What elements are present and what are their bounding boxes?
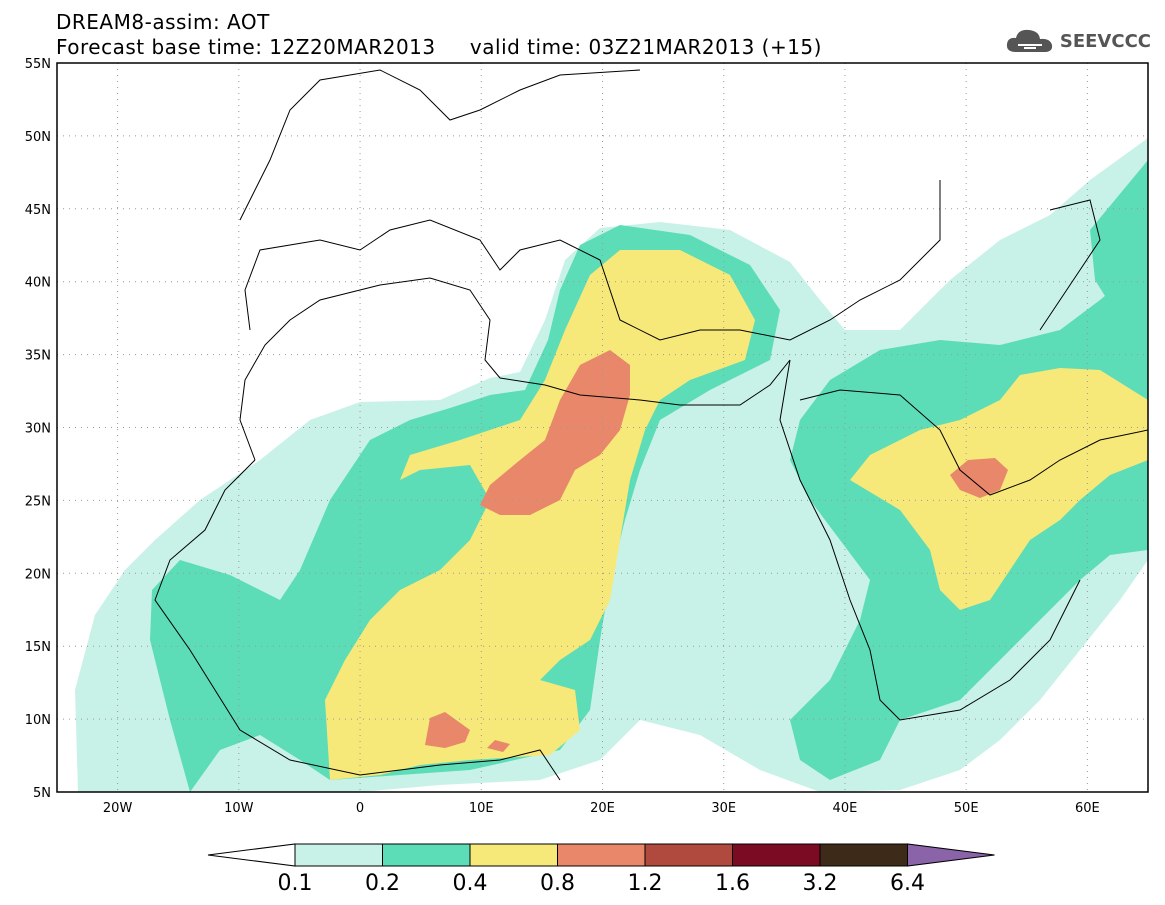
colorbar-label: 6.4 <box>890 871 925 896</box>
colorbar-label: 0.8 <box>540 871 575 896</box>
colorbar-label: 1.2 <box>628 871 663 896</box>
coastline-caspian <box>1039 199 1101 331</box>
lat-tick-label: 35N <box>25 349 51 364</box>
aot-field-0.4-africa <box>325 250 755 780</box>
lat-tick-label: 10N <box>25 713 51 728</box>
cloud-icon <box>1006 29 1052 52</box>
aot-field-0.8-sahara <box>480 350 630 515</box>
lat-tick-label: 50N <box>25 130 51 145</box>
colorbar-label: 0.2 <box>365 871 400 896</box>
colorbar-label: 3.2 <box>803 871 838 896</box>
lon-tick-label: 10W <box>224 801 254 816</box>
colorbar-segment <box>732 843 821 867</box>
lat-tick-label: 15N <box>25 640 51 655</box>
colorbar: 0.1 0.2 0.4 0.8 1.2 1.6 3.2 6.4 <box>207 843 995 896</box>
logo-text: SEEVCCC <box>1059 30 1151 52</box>
coastline-gulf-of-guinea <box>154 459 561 781</box>
lat-tick-label: 5N <box>33 786 51 801</box>
colorbar-upper-triangle <box>907 843 995 867</box>
lon-tick-label: 50E <box>954 801 979 816</box>
coastline-arabia <box>799 389 1148 496</box>
colorbar-label: 0.4 <box>453 871 488 896</box>
colorbar-segment <box>469 843 558 867</box>
coastlines <box>154 69 1148 781</box>
colorbar-label: 0.1 <box>278 871 313 896</box>
lat-tick-label: 25N <box>25 494 51 509</box>
aot-field-0.8-cameroon <box>487 740 510 752</box>
coastline-west-africa <box>239 277 791 461</box>
lon-tick-label: 60E <box>1075 801 1100 816</box>
lat-tick-label: 20N <box>25 567 51 582</box>
axis-tick-labels: 20W 10W 0 10E 20E 30E 40E 50E 60E 5N 10N 15N 20N 25N 3… <box>25 57 1100 816</box>
map-frame <box>56 62 1149 793</box>
lon-tick-label: 20W <box>103 801 133 816</box>
colorbar-segment <box>382 843 471 867</box>
seevccc-logo: SEEVCCC <box>1004 26 1151 56</box>
coastline-red-sea <box>779 359 1081 721</box>
lat-tick-label: 55N <box>25 57 51 72</box>
colorbar-label: 1.6 <box>715 871 750 896</box>
lon-tick-label: 30E <box>711 801 736 816</box>
lat-tick-label: 45N <box>25 203 51 218</box>
coastline-north-europe <box>239 69 641 221</box>
aot-field-0.8-nigeria <box>425 712 470 748</box>
lon-tick-label: 40E <box>833 801 858 816</box>
aot-field-0.8-gulf <box>950 458 1008 498</box>
colorbar-lower-triangle <box>207 843 296 867</box>
lon-tick-label: 20E <box>590 801 615 816</box>
colorbar-segment <box>557 843 646 867</box>
coastline-europe <box>244 180 941 341</box>
map-title: DREAM8-assim: AOT <box>56 10 270 34</box>
lon-tick-label: 0 <box>356 801 364 816</box>
colorbar-segment <box>644 843 733 867</box>
colorbar-segment <box>819 843 908 867</box>
colorbar-segment <box>294 843 383 867</box>
aot-field-0.2-caspian <box>1090 160 1148 350</box>
lat-tick-label: 30N <box>25 422 51 437</box>
forecast-time-subtitle: Forecast base time: 12Z20MAR2013 valid t… <box>56 35 822 59</box>
lon-tick-label: 10E <box>469 801 494 816</box>
lat-tick-label: 40N <box>25 276 51 291</box>
aot-fields <box>75 138 1148 792</box>
